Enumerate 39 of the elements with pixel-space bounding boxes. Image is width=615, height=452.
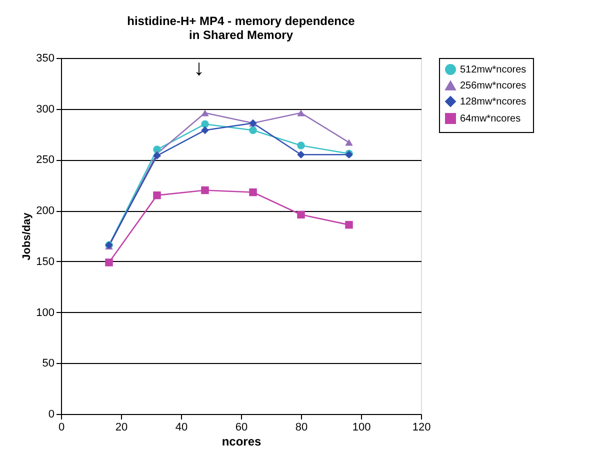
y-tick-label: 100 xyxy=(36,306,54,319)
x-axis-title: ncores xyxy=(222,434,262,448)
x-tick-label: 60 xyxy=(235,422,248,434)
x-tick-label: 80 xyxy=(295,422,308,434)
point xyxy=(249,188,257,196)
x-tick-label: 100 xyxy=(352,422,371,434)
y-tick-label: 150 xyxy=(36,256,54,268)
point xyxy=(153,191,161,200)
point xyxy=(345,220,353,229)
y-tick-label: 250 xyxy=(36,154,54,166)
point xyxy=(201,120,209,128)
point xyxy=(201,126,209,134)
annotation: ↓ xyxy=(194,55,204,80)
y-tick-label: 0 xyxy=(48,408,54,420)
point xyxy=(201,110,209,116)
y-tick-label: 350 xyxy=(36,52,54,64)
point xyxy=(345,139,353,146)
point xyxy=(105,258,113,266)
text: histidine-H+ MP4 - memory dependence xyxy=(127,14,355,28)
legend-label: 128mw*ncores xyxy=(460,96,526,108)
point xyxy=(297,110,305,116)
x-tick-label: 40 xyxy=(175,422,188,434)
y-tick-label: 200 xyxy=(36,205,54,218)
point xyxy=(297,142,305,150)
point xyxy=(297,150,305,158)
point xyxy=(153,152,161,160)
point xyxy=(297,210,305,219)
point xyxy=(249,126,257,134)
x-tick-label: 0 xyxy=(58,422,65,434)
y-tick-label: 300 xyxy=(36,103,54,116)
x-tick-label: 120 xyxy=(412,422,431,434)
x-tick-label: 20 xyxy=(115,422,128,434)
legend-label: 256mw*ncores xyxy=(460,80,526,92)
point xyxy=(201,186,209,194)
legend-label: 64mw*ncores xyxy=(460,114,521,124)
y-tick-label: 50 xyxy=(42,358,54,370)
y-axis-title: Jobs/day xyxy=(21,212,34,260)
text: in Shared Memory xyxy=(188,28,294,42)
legend-label: 512mw*ncores xyxy=(460,64,526,76)
